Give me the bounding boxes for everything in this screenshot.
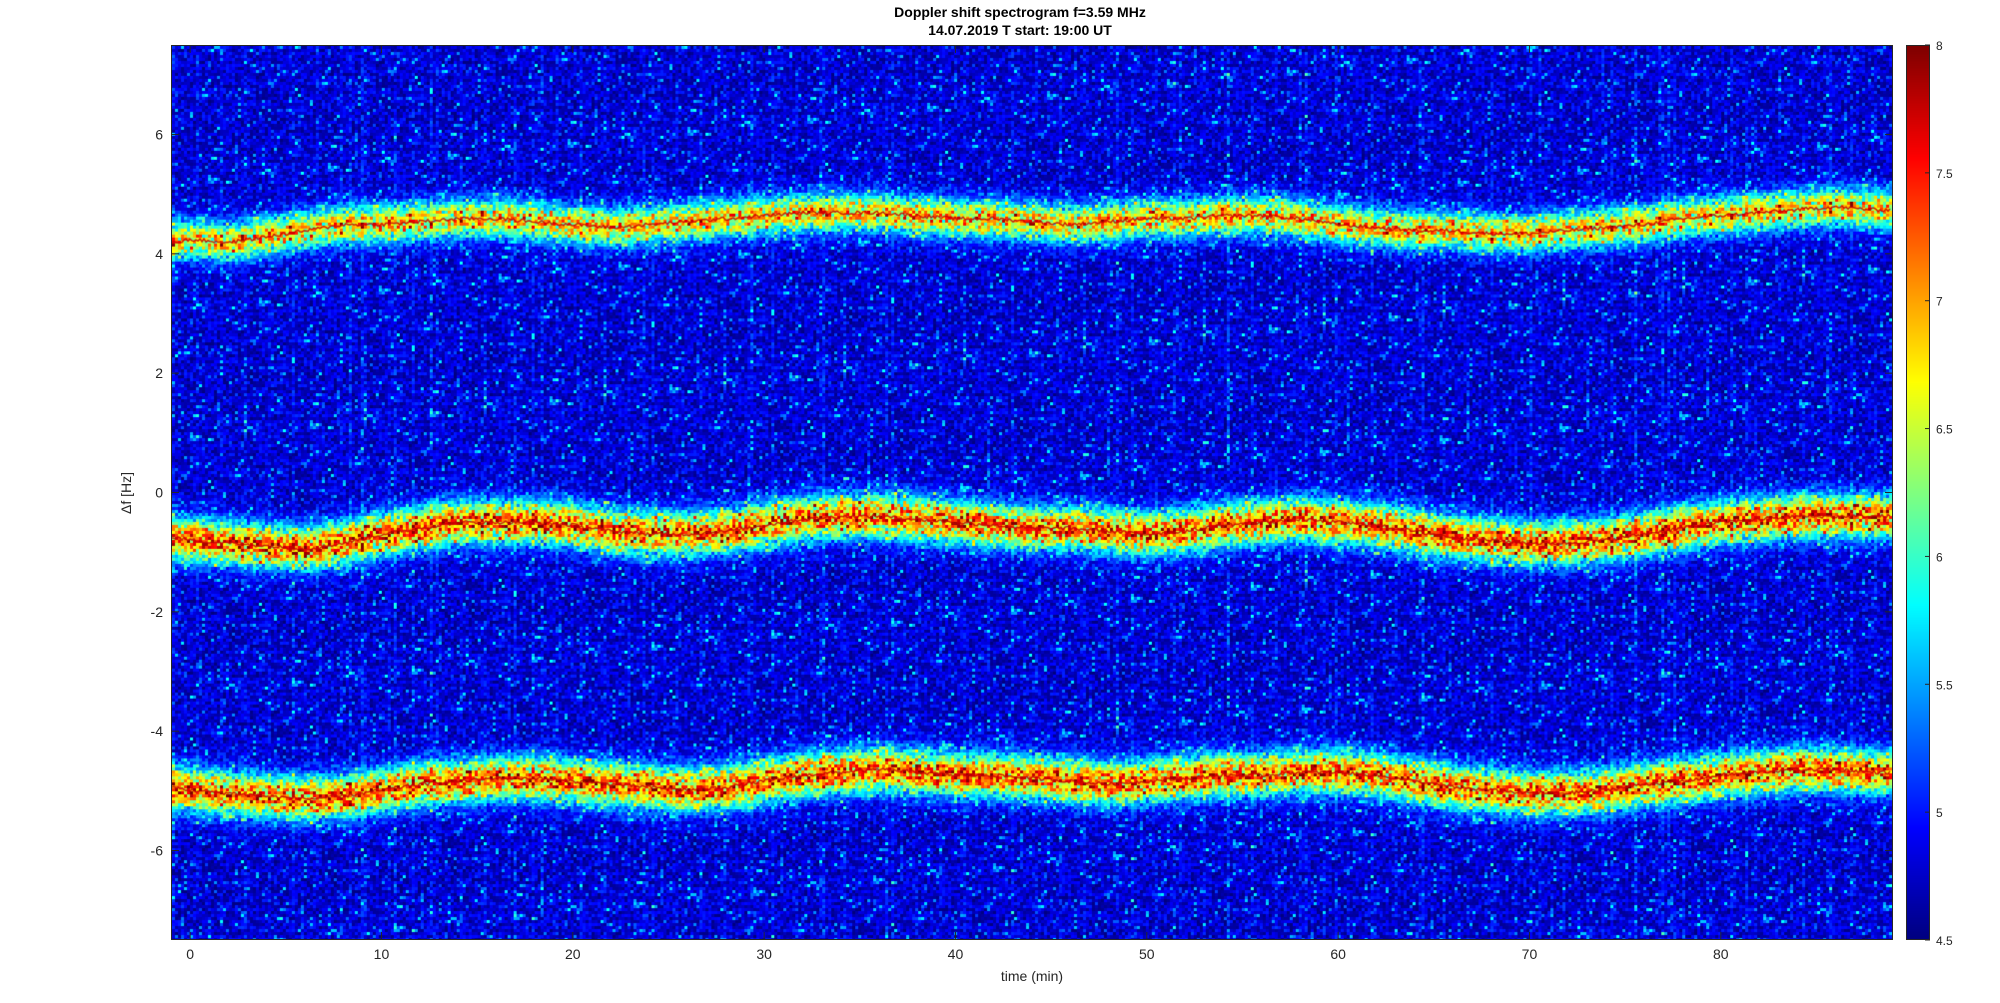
colorbar-tick-label: 4.5	[1936, 934, 1953, 948]
y-axis-label: Δf [Hz]	[118, 471, 134, 515]
y-tick-label: -4	[151, 723, 164, 739]
chart-title: Doppler shift spectrogram f=3.59 MHz	[894, 4, 1146, 20]
colorbar-tick-label: 7	[1936, 295, 1943, 309]
plot-area	[171, 45, 1893, 940]
x-tick-label: 20	[565, 946, 581, 962]
x-tick-label: 50	[1139, 946, 1155, 962]
colorbar-tick-label: 8	[1936, 39, 1943, 53]
colorbar	[1906, 45, 1930, 940]
colorbar-tick-label: 5.5	[1936, 678, 1953, 692]
chart-subtitle: 14.07.2019 T start: 19:00 UT	[928, 22, 1112, 38]
y-tick-label: 0	[155, 485, 163, 501]
y-tick-label: -2	[151, 604, 164, 620]
colorbar-tick-label: 5	[1936, 806, 1943, 820]
x-tick-label: 80	[1713, 946, 1729, 962]
x-tick-label: 0	[186, 946, 194, 962]
x-tick-label: 10	[374, 946, 390, 962]
colorbar-tick-label: 6.5	[1936, 423, 1953, 437]
x-tick-label: 40	[948, 946, 964, 962]
colorbar-gradient	[1907, 46, 1929, 939]
y-tick-label: 6	[155, 127, 163, 143]
x-tick-label: 60	[1330, 946, 1346, 962]
colorbar-tick-label: 6	[1936, 550, 1943, 564]
spectrogram-heatmap	[172, 46, 1892, 939]
y-tick-label: 2	[155, 365, 163, 381]
y-tick-label: 4	[155, 246, 163, 262]
x-tick-label: 30	[756, 946, 772, 962]
x-axis-label: time (min)	[1000, 968, 1064, 984]
x-tick-label: 70	[1522, 946, 1538, 962]
colorbar-tick-label: 7.5	[1936, 167, 1953, 181]
y-tick-label: -6	[151, 843, 164, 859]
